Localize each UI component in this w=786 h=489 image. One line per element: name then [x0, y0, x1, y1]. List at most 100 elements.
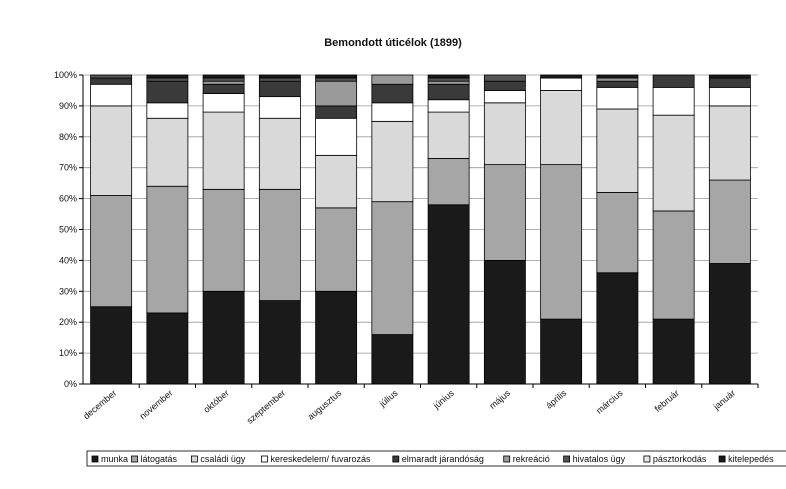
- bar-segment: [371, 74, 414, 85]
- bar-segment: [596, 108, 639, 193]
- y-tick-label: 90%: [59, 101, 77, 111]
- x-category-label: szeptember: [245, 388, 287, 426]
- legend-label: látogatás: [141, 454, 178, 464]
- bar-segment: [315, 207, 358, 292]
- bar-segment: [90, 306, 133, 385]
- bar-segment: [596, 86, 639, 110]
- legend-label: munka: [101, 454, 128, 464]
- bar-segment: [483, 80, 526, 91]
- y-tick-label: 50%: [59, 225, 77, 235]
- x-category-label: augusztus: [306, 388, 344, 422]
- bar-segment: [315, 154, 358, 209]
- bar-segment: [146, 80, 189, 104]
- y-tick-label: 70%: [59, 163, 77, 173]
- x-category-label: június: [431, 388, 457, 412]
- bar-segment: [315, 80, 358, 107]
- y-tick-label: 100%: [54, 70, 77, 80]
- bar-segment: [427, 111, 470, 159]
- bar-segment: [708, 179, 751, 264]
- x-category-label: július: [377, 388, 400, 410]
- bar-segment: [202, 111, 245, 190]
- bar-segment: [708, 74, 751, 79]
- legend-border: [86, 450, 786, 467]
- bar-segment: [540, 90, 583, 166]
- legend-swatch: [563, 455, 570, 463]
- bar-segment: [540, 318, 583, 385]
- y-tick-label: 80%: [59, 132, 77, 142]
- legend-swatch: [91, 455, 99, 463]
- bar-segment: [540, 164, 583, 320]
- bar-segment: [483, 164, 526, 261]
- bar-segment: [708, 86, 751, 107]
- bar-segment: [483, 74, 526, 82]
- x-category-label: október: [201, 388, 230, 415]
- bar-segment: [427, 204, 470, 385]
- legend-swatch: [643, 455, 651, 463]
- bar-segment: [202, 290, 245, 385]
- legend-label: kereskedelem/ fuvarozás: [271, 454, 372, 464]
- bar-segment: [315, 105, 358, 119]
- bar-segment: [596, 272, 639, 385]
- bar-segment: [258, 188, 301, 301]
- legend: munka látogatás családi ügy kereskedelem/ f…: [86, 450, 786, 467]
- bar-segment: [146, 102, 189, 119]
- bar-segment: [596, 192, 639, 274]
- bar-segment: [483, 259, 526, 385]
- bar-segment: [258, 80, 301, 98]
- x-category-label: november: [138, 388, 175, 421]
- bar-segment: [652, 114, 695, 212]
- bar-segment: [258, 77, 301, 82]
- bar-segment: [652, 210, 695, 320]
- bar-segment: [483, 90, 526, 104]
- legend-swatch: [261, 455, 268, 463]
- x-category-label: február: [653, 388, 681, 414]
- bar-segment: [315, 74, 358, 79]
- bar-segment: [427, 158, 470, 206]
- bar-segment: [90, 77, 133, 85]
- y-tick-label: 60%: [59, 194, 77, 204]
- legend-label: hivatalos ügy: [573, 454, 626, 464]
- legend-swatch: [392, 455, 400, 463]
- bar-segment: [202, 83, 245, 94]
- bar-segment: [90, 105, 133, 196]
- bar-segment: [146, 77, 189, 82]
- bar-segment: [483, 102, 526, 166]
- x-category-label: május: [487, 388, 512, 411]
- bar-segment: [146, 312, 189, 385]
- bar-segment: [371, 83, 414, 104]
- legend-swatch: [190, 455, 198, 463]
- bar-segment: [258, 300, 301, 385]
- bar-segment: [427, 80, 470, 85]
- bar-segment: [708, 105, 751, 181]
- x-category-label: január: [711, 388, 737, 412]
- bar-segment: [540, 74, 583, 79]
- bar-segment: [708, 77, 751, 88]
- x-category-label: április: [544, 388, 569, 411]
- bar-segment: [371, 334, 414, 385]
- bar-segment: [202, 80, 245, 85]
- bar-segment: [540, 77, 583, 91]
- bar-segment: [427, 99, 470, 113]
- bar-segment: [371, 201, 414, 335]
- bar-segment: [427, 83, 470, 101]
- bar-segment: [258, 74, 301, 79]
- bar-segment: [315, 290, 358, 385]
- bar-segment: [708, 263, 751, 385]
- bar-segment: [371, 102, 414, 122]
- legend-swatch: [131, 455, 138, 463]
- y-tick-label: 0%: [64, 379, 77, 389]
- bar-segment: [596, 80, 639, 88]
- bar-segment: [202, 77, 245, 82]
- legend-swatch: [718, 455, 726, 463]
- bar-segment: [146, 117, 189, 187]
- bar-segment: [258, 117, 301, 190]
- y-tick-label: 30%: [59, 286, 77, 296]
- legend-label: kitelepedés: [728, 454, 774, 464]
- bar-segment: [202, 74, 245, 79]
- y-tick-label: 10%: [59, 348, 77, 358]
- bar-segment: [90, 195, 133, 308]
- chart-title: Bemondott úticélok (1899): [324, 37, 462, 49]
- bar-segment: [652, 318, 695, 385]
